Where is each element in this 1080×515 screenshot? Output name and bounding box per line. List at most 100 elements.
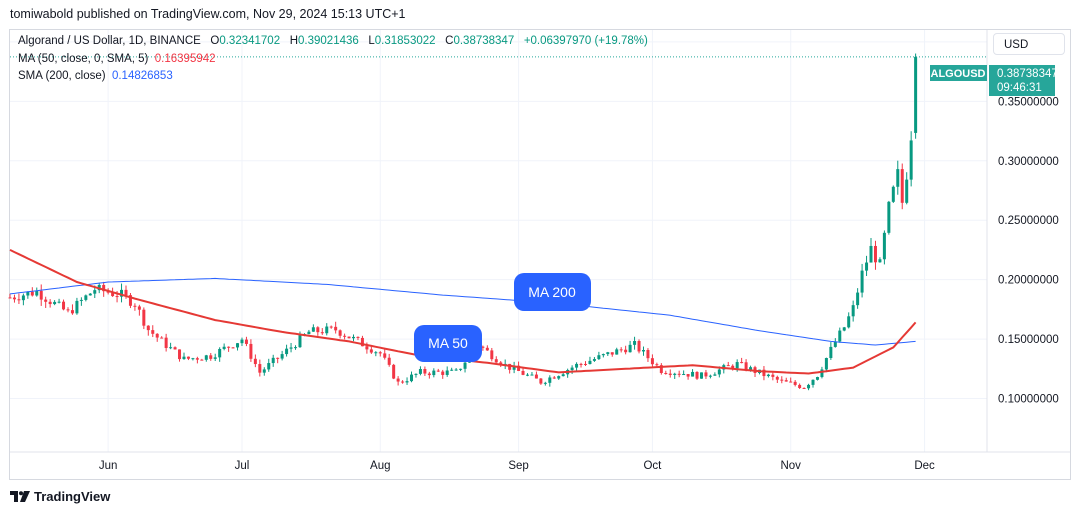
candle-body xyxy=(378,352,382,354)
tradingview-branding[interactable]: TradingView xyxy=(10,489,110,504)
candle-body xyxy=(427,373,431,376)
candle-body xyxy=(833,341,837,347)
candle-body xyxy=(539,378,543,384)
candle-body xyxy=(62,301,66,310)
candle-body xyxy=(441,371,445,375)
candle-body xyxy=(655,364,659,366)
legend-ma50[interactable]: MA (50, close, 0, SMA, 5) 0.16395942 xyxy=(18,53,216,65)
candle-body xyxy=(137,306,141,310)
ma50-callout: MA 50 xyxy=(414,325,482,362)
candle-body xyxy=(8,297,12,299)
price-tick-label: 0.30000000 xyxy=(998,156,1059,168)
candle-body xyxy=(401,381,405,383)
candle-body xyxy=(865,262,869,271)
candle-body xyxy=(285,348,289,355)
candle-body xyxy=(445,370,449,375)
legend-high: 0.39021436 xyxy=(298,35,359,47)
candle-body xyxy=(160,337,164,339)
candle-body xyxy=(463,362,467,369)
candle-body xyxy=(856,292,860,306)
candle-body xyxy=(182,356,186,360)
candle-body xyxy=(838,330,842,342)
candle-body xyxy=(347,336,351,339)
candle-body xyxy=(798,384,802,388)
candle-body xyxy=(204,355,208,360)
candle-body xyxy=(802,387,806,389)
candle-body xyxy=(624,349,628,353)
candle-body xyxy=(717,369,721,375)
legend-ohlc: Algorand / US Dollar, 1D, BINANCE O0.323… xyxy=(18,35,648,47)
candle-body xyxy=(48,301,52,305)
candle-body xyxy=(637,340,641,352)
candle-body xyxy=(824,358,828,370)
candle-body xyxy=(17,299,21,301)
candle-body xyxy=(740,362,744,364)
candle-body xyxy=(30,291,34,296)
candle-body xyxy=(811,379,815,385)
sma-200-line xyxy=(9,277,916,346)
candle-body xyxy=(686,374,690,377)
price-tick-label: 0.20000000 xyxy=(998,275,1059,287)
price-axis: 0.400000000.350000000.300000000.25000000… xyxy=(998,37,1059,406)
candle-body xyxy=(133,305,137,307)
candle-body xyxy=(338,330,342,336)
candle-body xyxy=(633,340,637,345)
candle-body xyxy=(307,331,311,335)
time-tick-label: Sep xyxy=(508,460,528,472)
candle-body xyxy=(213,357,217,359)
candle-body xyxy=(414,373,418,375)
candle-body xyxy=(164,337,168,348)
candle-body xyxy=(873,245,877,263)
candle-body xyxy=(882,232,886,260)
candle-body xyxy=(79,299,83,301)
candle-body xyxy=(294,347,298,349)
time-tick-label: Aug xyxy=(370,460,390,472)
candle-body xyxy=(869,245,873,263)
candle-body xyxy=(450,369,454,371)
candle-body xyxy=(343,335,347,337)
time-tick-label: Nov xyxy=(780,460,801,472)
price-badge-price: 0.38738347 xyxy=(997,68,1058,80)
price-tick-label: 0.15000000 xyxy=(998,334,1059,346)
candle-body xyxy=(191,358,195,360)
candle-body xyxy=(115,296,119,298)
candle-body xyxy=(423,369,427,374)
candle-body xyxy=(619,349,623,351)
legend-low-label: L xyxy=(368,35,375,47)
candle-body xyxy=(512,365,516,370)
candle-body xyxy=(200,359,204,361)
candle-body xyxy=(699,372,703,379)
candle-body xyxy=(222,346,226,349)
candle-body xyxy=(75,300,79,314)
candle-body xyxy=(896,169,900,187)
candle-body xyxy=(914,56,918,133)
candle-body xyxy=(195,358,199,360)
candle-body xyxy=(276,357,280,359)
currency-button[interactable]: USD xyxy=(993,33,1065,55)
candle-body xyxy=(731,365,735,369)
candle-body xyxy=(151,330,155,334)
candle-body xyxy=(369,349,373,353)
legend-ma50-label: MA (50, close, 0, SMA, 5) xyxy=(18,53,149,65)
time-tick-label: Jun xyxy=(99,460,118,472)
candle-body xyxy=(860,270,864,293)
legend-sma200[interactable]: SMA (200, close) 0.14826853 xyxy=(18,70,173,82)
candle-body xyxy=(70,310,74,314)
candle-body xyxy=(44,299,48,302)
candle-body xyxy=(646,350,650,359)
candle-body xyxy=(178,349,182,360)
candle-body xyxy=(610,352,614,355)
ma200-callout-label: MA 200 xyxy=(528,284,576,300)
legend-symbol: Algorand / US Dollar, 1D, BINANCE xyxy=(18,35,201,47)
candle-body xyxy=(436,370,440,372)
candle-body xyxy=(628,344,632,353)
candle-body xyxy=(102,284,106,292)
candle-body xyxy=(227,346,231,348)
candle-body xyxy=(142,309,146,326)
candle-body xyxy=(93,290,97,294)
candle-body xyxy=(186,356,190,359)
candle-body xyxy=(905,179,909,203)
candle-body xyxy=(481,346,485,348)
candle-body xyxy=(521,370,525,375)
